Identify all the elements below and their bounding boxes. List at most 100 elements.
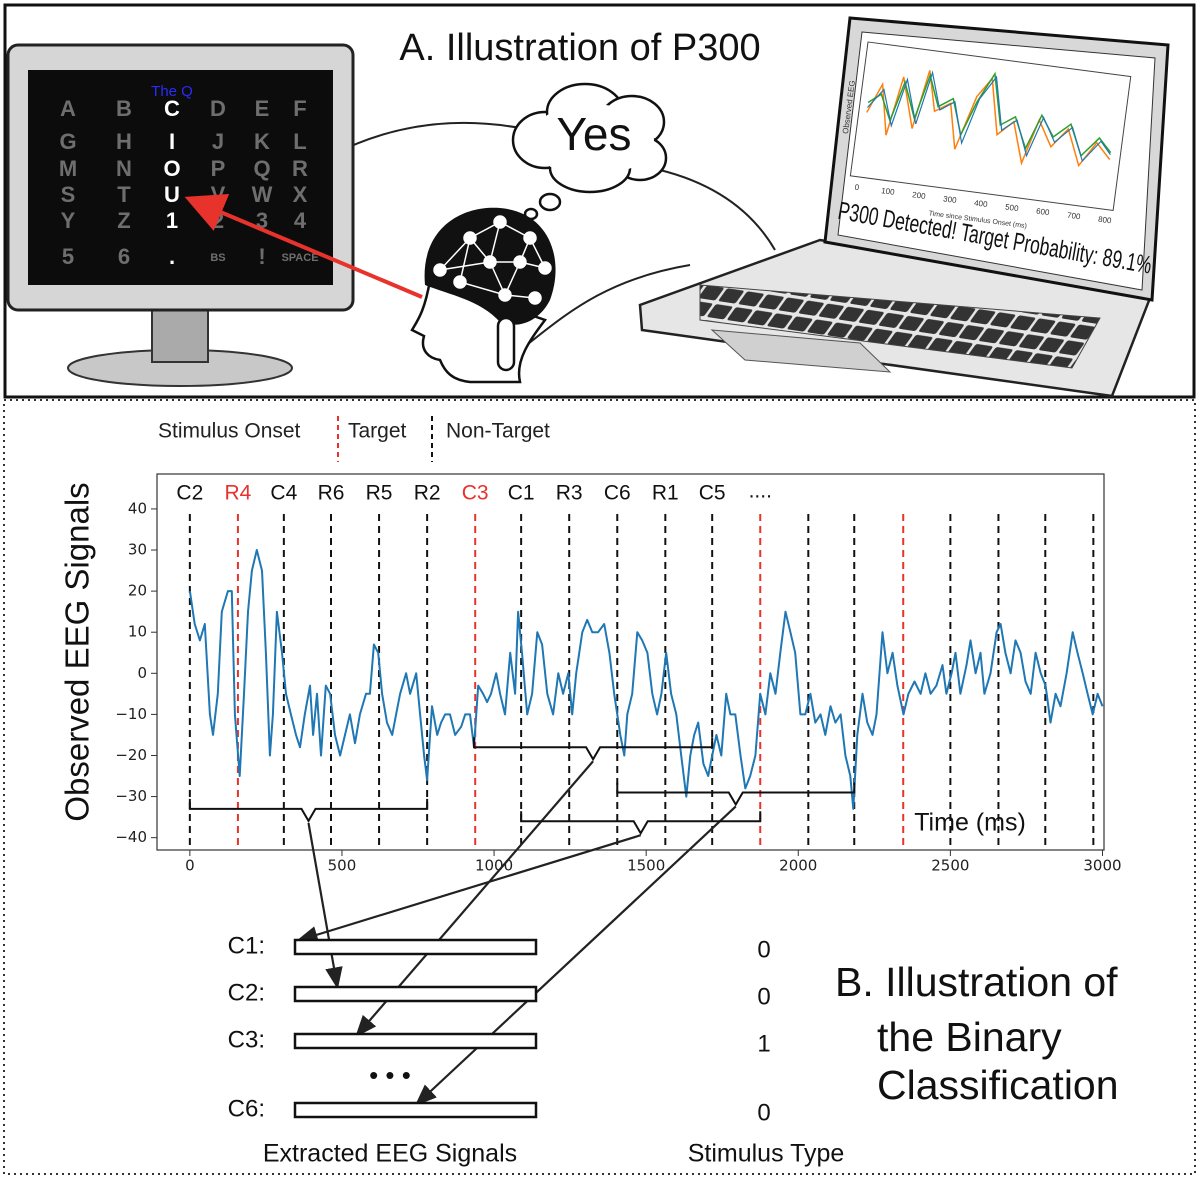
cloud-fill — [530, 104, 654, 176]
cable — [519, 264, 691, 351]
speller-key: A — [60, 96, 76, 121]
stimulus-label: C1 — [508, 482, 535, 505]
ellipsis: • • • — [369, 1060, 411, 1090]
speller-key: W — [252, 182, 273, 207]
signal-slot — [293, 985, 538, 1003]
speller-key: ! — [258, 244, 265, 269]
extraction: Extracted EEG Signals Stimulus Type • • … — [228, 932, 845, 1167]
electrode — [483, 255, 497, 269]
earpiece — [496, 316, 516, 372]
epoch-bracket — [472, 737, 714, 762]
electrode — [513, 255, 527, 269]
legend-onset: Stimulus Onset — [158, 420, 301, 443]
laptop-tick-label: 800 — [1098, 215, 1113, 226]
monitor-screen — [28, 70, 333, 285]
laptop-axes — [849, 41, 1132, 211]
type-caption: Stimulus Type — [688, 1140, 845, 1168]
y-tick-label: −30 — [115, 787, 147, 805]
electrode — [528, 291, 542, 305]
laptop-trace — [867, 71, 1112, 158]
stimulus-type: 0 — [757, 1099, 770, 1126]
stimulus-type: 0 — [757, 983, 770, 1010]
x-tick-label: 0 — [185, 857, 195, 875]
speller-key: E — [255, 96, 270, 121]
electrode — [433, 263, 447, 277]
y-tick-label: 40 — [128, 499, 147, 517]
speller-key: C — [164, 96, 180, 121]
electrode — [453, 275, 467, 289]
stimulus-label: R3 — [556, 482, 583, 505]
speller-key: M — [59, 156, 77, 181]
electrode — [523, 231, 537, 245]
row-label: C3: — [228, 1026, 265, 1053]
speller-key: BS — [210, 252, 225, 264]
panel-a-frame — [3, 3, 1196, 399]
laptop-trackpad — [710, 329, 892, 373]
panel-b-title: the Binary — [877, 1014, 1062, 1060]
speller-key: J — [212, 129, 224, 154]
stimulus-label: C6 — [604, 482, 631, 505]
speller-key: H — [116, 129, 132, 154]
speller-key: B — [116, 96, 132, 121]
speller-key: . — [169, 244, 175, 269]
plot-frame — [156, 473, 1105, 851]
x-tick-label: 2000 — [779, 857, 817, 875]
laptop-tick-label: 500 — [1005, 202, 1020, 213]
gaze-arrow — [184, 194, 423, 299]
speller-title: The Q — [151, 83, 193, 100]
electrode — [538, 261, 552, 275]
speller-key: Z — [117, 208, 130, 233]
laptop-tick-label: 200 — [912, 190, 927, 201]
stimulus-label: R1 — [652, 482, 679, 505]
eeg-signal — [188, 549, 1104, 810]
legend-target: Target — [348, 420, 407, 443]
laptop-tick-label: 300 — [943, 194, 958, 205]
speller-key: D — [210, 96, 226, 121]
laptop-tick-label: 0 — [854, 183, 860, 193]
electrode — [463, 231, 477, 245]
speller-key: S — [61, 182, 76, 207]
epoch-bracket — [520, 811, 762, 836]
signals-caption: Extracted EEG Signals — [263, 1140, 517, 1168]
laptop-tick-label: 700 — [1067, 211, 1082, 222]
speller-key: SPACE — [281, 252, 318, 264]
epoch-arrow — [414, 805, 737, 1107]
laptop-tick-label: 400 — [974, 198, 989, 209]
signal-slot — [293, 1032, 538, 1050]
electrode — [498, 288, 512, 302]
row-label: C2: — [228, 979, 265, 1006]
speller-key: 5 — [62, 244, 74, 269]
speller-key: K — [254, 129, 270, 154]
stimulus-type: 1 — [757, 1030, 770, 1057]
stimulus-label: R5 — [366, 482, 393, 505]
x-tick-label: 2500 — [931, 857, 969, 875]
head — [410, 207, 556, 384]
speller-key: Y — [61, 208, 76, 233]
stimulus-label: R6 — [318, 482, 345, 505]
speller-key: N — [116, 156, 132, 181]
y-tick-label: 30 — [128, 541, 147, 559]
epoch-arrow — [295, 834, 642, 944]
speller-key: 4 — [294, 208, 307, 233]
row-label: C1: — [228, 932, 265, 959]
y-tick-label: 10 — [128, 623, 147, 641]
thought-text: Yes — [556, 108, 631, 160]
laptop-tick-label: 100 — [881, 186, 896, 197]
legend-non-target: Non-Target — [446, 420, 550, 443]
x-tick-label: 500 — [328, 857, 357, 875]
electrodes — [433, 215, 552, 305]
stimulus-label: C2 — [176, 482, 203, 505]
speller-key: 6 — [118, 244, 130, 269]
laptop-screen — [837, 31, 1156, 291]
epoch-arrow — [307, 822, 343, 990]
laptop-keyboard — [699, 284, 1101, 369]
x-tick-label: 1000 — [475, 857, 513, 875]
panel-b-frame — [3, 399, 1196, 1175]
speller-key: L — [293, 129, 306, 154]
row-label: C6: — [228, 1095, 265, 1122]
y-tick-label: 0 — [137, 664, 147, 682]
